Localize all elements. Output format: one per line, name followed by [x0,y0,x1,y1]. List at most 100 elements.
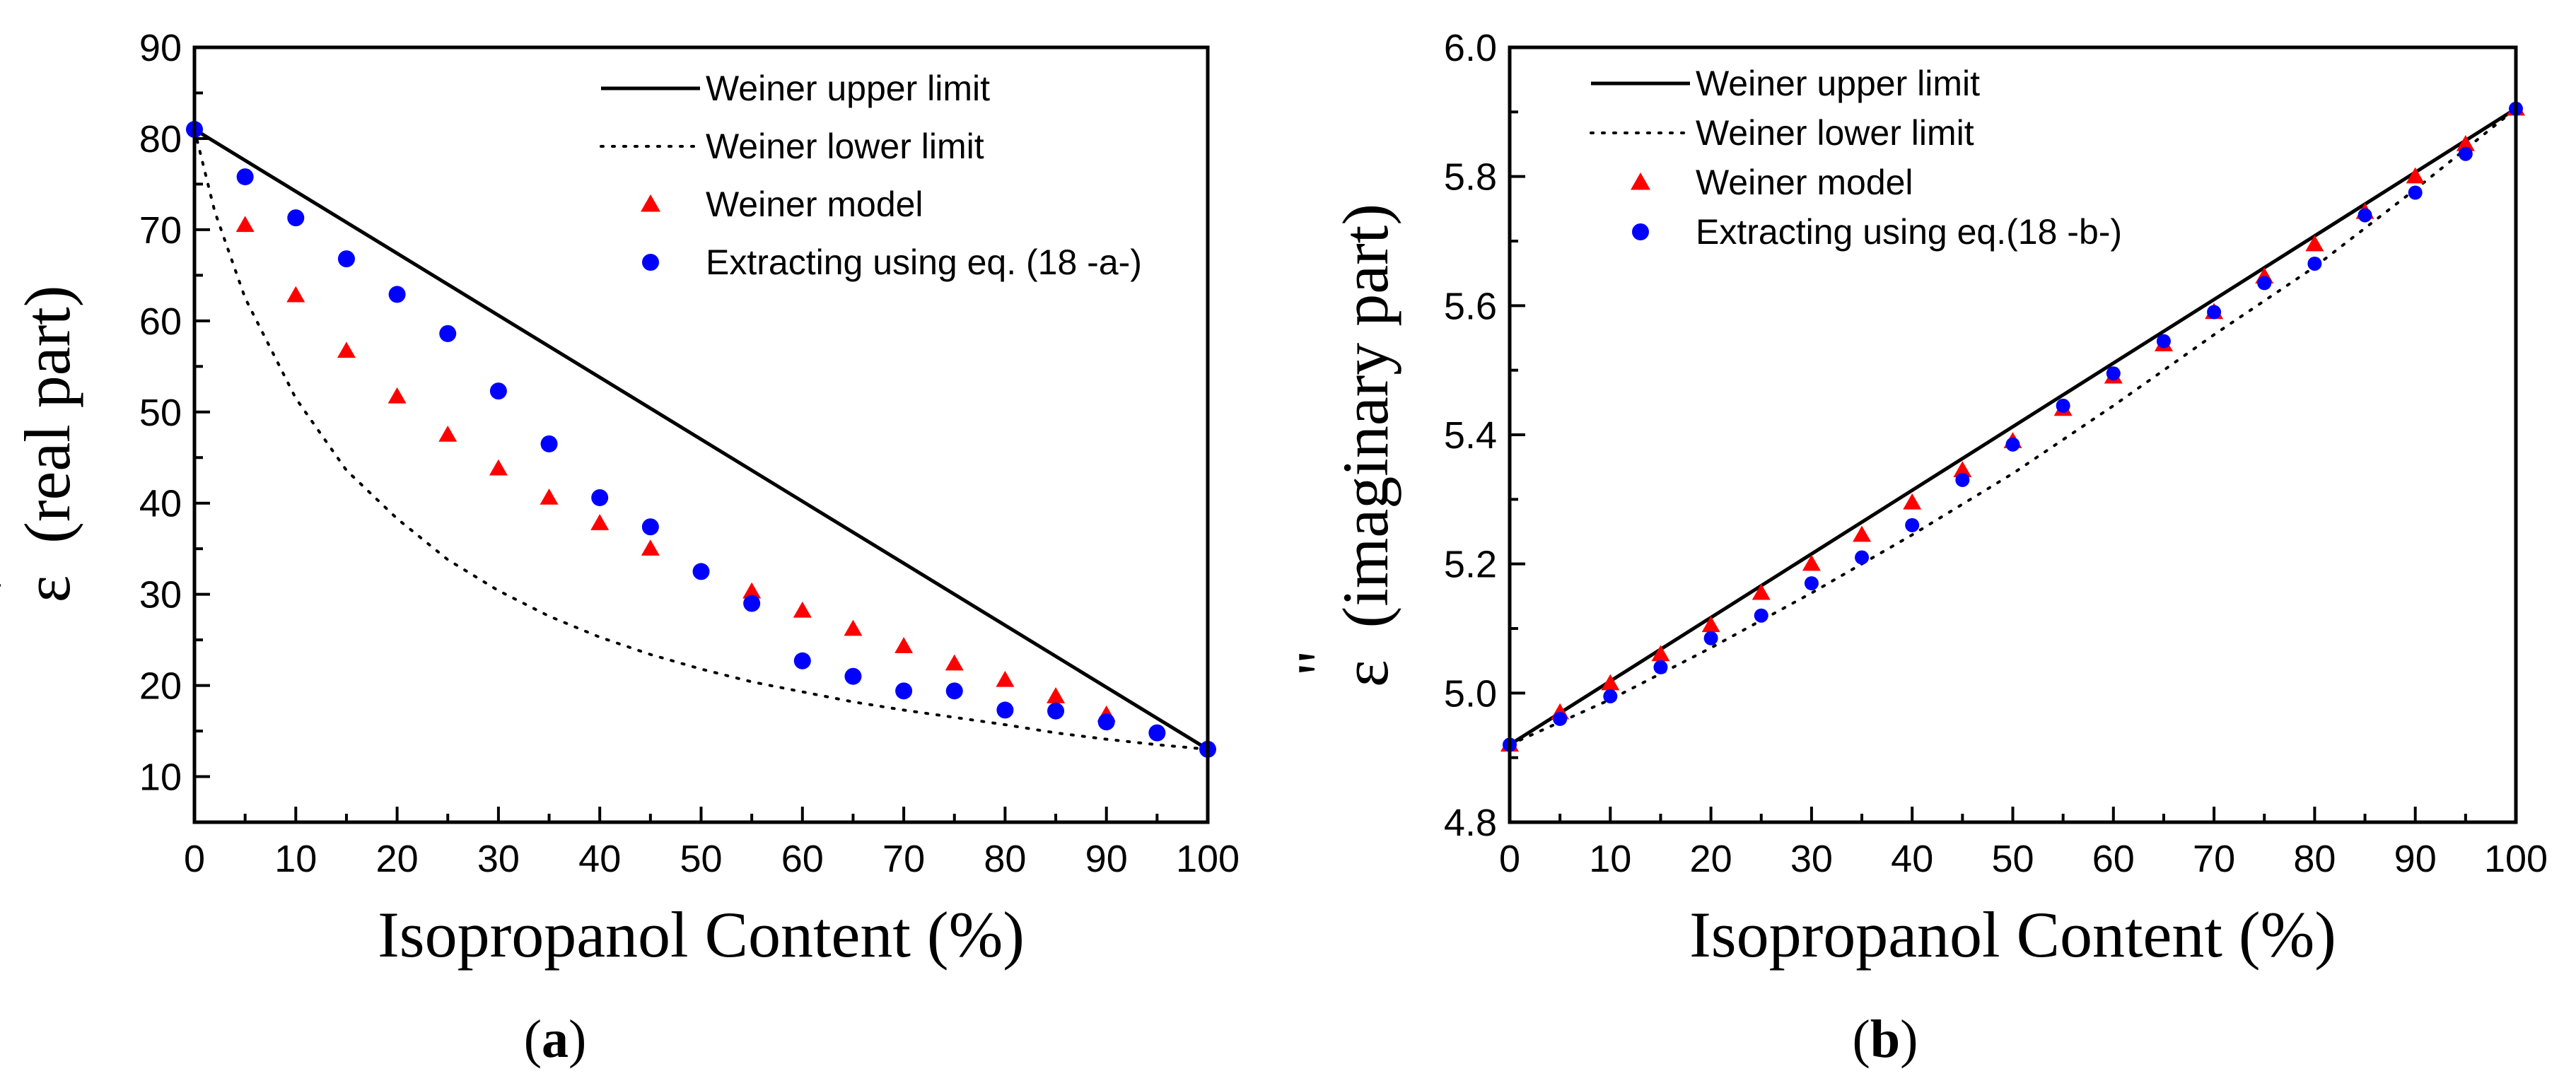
weiner-model-point [2456,135,2475,151]
extracted-point [2156,334,2171,349]
extracted-point [1855,550,1870,565]
extracted-point [1955,472,1970,487]
extracted-point [2307,256,2322,271]
weiner-model-point [1601,674,1620,691]
weiner-model-point [945,654,964,671]
y-axis-prime-a: ' [0,580,42,592]
extracted-point [793,652,811,669]
weiner-model-point [489,459,508,476]
axes-b: 0 10 20 30 40 50 60 70 80 90 100 4.8 5.0 5.2 5.4 5.6 5.8… [1444,27,2548,880]
weiner-model-point [387,387,407,404]
y-tick-label: 5.0 [1444,672,1497,715]
extracted-point [236,168,254,186]
y-axis-part-a: (real part) [11,286,83,544]
y-tick-label: 5.2 [1444,544,1497,586]
legend-b: Weiner upper limit Weiner lower limit Wein… [1590,64,2122,252]
extracted-point [591,489,609,506]
weiner-model-point [590,514,610,530]
y-tick-label: 50 [139,392,182,434]
upper-limit-line [193,127,1209,751]
extracted-point [895,682,913,700]
panel-label-a-letter: a [542,1010,569,1069]
weiner-model-point [438,426,457,442]
upper-limit-line [1508,107,2517,747]
weiner-model-point [793,601,812,618]
x-tick-label: 90 [2394,838,2437,880]
weiner-model-point [2406,167,2425,184]
y-axis-title-a: ε (real part) ' [0,286,83,603]
y-tick-label: 70 [139,209,182,252]
y-tick-label: 30 [139,574,182,616]
panel-label-a: (a) [524,1010,587,1069]
y-tick-label: 40 [139,483,182,525]
extracted-point [2458,146,2473,161]
x-tick-label: 30 [1790,838,1833,880]
weiner-model-point [286,286,305,303]
extracted-point [1703,631,1718,645]
y-axis-part-b: (imaginary part) [1329,204,1401,628]
extracted-point [540,435,558,452]
extracted-point [692,563,710,580]
legend-a: Weiner upper limit Weiner lower limit Wein… [600,69,1142,282]
extracted-point [2358,208,2372,223]
weiner-model-point [996,670,1015,687]
weiner-model-point [540,488,559,505]
extracted-point [337,250,355,268]
legend-triangle-symbol [1631,172,1650,190]
weiner-model-point [1953,461,1972,477]
legend-circle-symbol [642,254,659,271]
x-tick-label: 0 [184,838,205,880]
y-axis-title-text-a: ε (real part) [11,286,83,603]
weiner-model-point [1651,645,1670,662]
weiner-model-point [1802,554,1821,571]
x-tick-label: 40 [1891,838,1933,880]
x-tick-label: 40 [578,838,621,880]
extracted-point [439,324,457,342]
y-tick-label: 90 [139,27,182,69]
x-tick-label: 20 [1690,838,1732,880]
x-tick-label: 100 [1176,838,1240,880]
series-group-a [186,121,1216,758]
x-tick-label: 100 [2484,838,2548,880]
extracted-point [1653,660,1668,674]
x-tick-label: 10 [274,838,317,880]
panel-label-b-open: ( [1853,1010,1870,1069]
y-tick-label: 5.4 [1444,414,1497,457]
y-axis-epsilon-b: ε [1329,660,1401,687]
weiner-model-point [641,539,660,556]
weiner-model-point [1047,687,1066,703]
extracted-point [1047,702,1065,720]
weiner-model-point [1903,493,1922,510]
extracted-point [2056,398,2070,413]
extracted-point [1905,517,1920,532]
weiner-model-point [1853,525,1872,542]
weiner-model-point [235,216,255,233]
x-tick-label: 60 [781,838,824,880]
panel-label-b-letter: b [1870,1010,1900,1069]
panel-label-b: (b) [1853,1010,1918,1069]
legend-label: Weiner upper limit [1696,64,1980,103]
weiner-model-point [844,619,863,636]
x-tick-label: 50 [680,838,722,880]
legend-label: Weiner lower limit [1696,113,1974,153]
extracted-point [996,701,1014,719]
x-tick-label: 90 [1085,838,1128,880]
y-tick-label: 60 [139,300,182,343]
extracted-point [743,595,761,612]
legend-label: Weiner model [706,185,923,224]
extracted-point [1754,608,1768,623]
legend-label: Extracting using eq. (18 -a-) [706,242,1142,282]
weiner-model-point [1752,583,1771,600]
weiner-model-point [894,637,914,653]
extracted-point [2106,366,2121,381]
legend-circle-symbol [1632,223,1649,240]
panel-b: 0 10 20 30 40 50 60 70 80 90 100 4.8 5.0 5.2 5.4 5.6 5.8… [1284,27,2548,1069]
panel-a: 0 10 20 30 40 50 60 70 80 90 100102030405060708090… [0,27,1240,1069]
y-tick-label: 6.0 [1444,27,1497,69]
extracted-point [1804,576,1819,591]
extracted-point [287,209,305,227]
extracted-point [388,286,406,303]
weiner-model-point [2305,235,2324,252]
